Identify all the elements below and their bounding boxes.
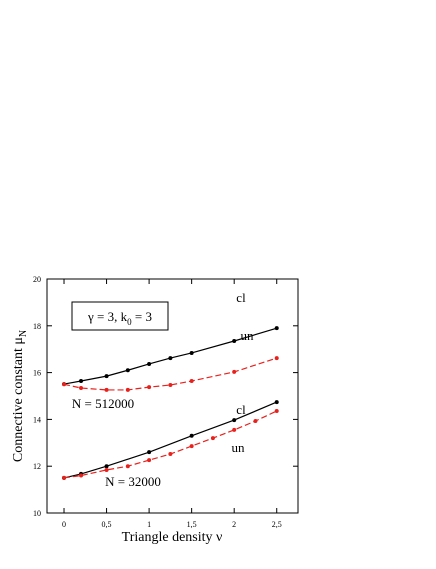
data-point — [125, 464, 130, 469]
data-point — [274, 400, 279, 405]
data-point — [79, 473, 84, 478]
data-point — [104, 387, 109, 392]
data-point — [189, 350, 194, 355]
y-label-sub: N — [18, 330, 29, 337]
data-point — [189, 433, 194, 438]
series-label: un — [241, 328, 255, 343]
y-tick-label: 16 — [33, 369, 41, 378]
series-label: un — [232, 440, 246, 455]
data-point — [147, 361, 152, 366]
data-point — [62, 382, 67, 387]
data-point — [168, 356, 173, 361]
series-label: cl — [236, 290, 246, 305]
data-point — [210, 436, 215, 441]
data-point — [79, 379, 84, 384]
data-point — [232, 418, 237, 423]
box-text: γ = 3, k0 = 3 — [87, 309, 152, 327]
y-tick-label: 10 — [33, 509, 41, 518]
data-point — [274, 326, 279, 331]
group-label: N = 32000 — [105, 474, 161, 489]
data-point — [147, 385, 152, 390]
y-axis-label: Connective constant μN — [11, 330, 29, 462]
data-point — [232, 427, 237, 432]
data-point — [189, 379, 194, 384]
data-point — [232, 369, 237, 374]
data-point — [125, 387, 130, 392]
group-label: N = 512000 — [72, 396, 134, 411]
data-point — [253, 419, 258, 424]
data-point — [147, 450, 152, 455]
x-tick-label: 0,5 — [102, 520, 112, 529]
data-point — [104, 464, 109, 469]
data-point — [189, 444, 194, 449]
annotation-box — [71, 301, 169, 331]
x-tick-label: 2,5 — [272, 520, 282, 529]
box-text-part: γ = 3, k — [87, 309, 128, 324]
data-point — [104, 467, 109, 472]
data-point — [274, 356, 279, 361]
y-tick-label: 12 — [33, 462, 41, 471]
plot-frame — [46, 278, 299, 514]
x-tick-label: 0 — [62, 520, 66, 529]
y-tick-label: 14 — [33, 415, 41, 424]
data-point — [147, 458, 152, 463]
y-tick-label: 18 — [33, 322, 41, 331]
data-point — [168, 452, 173, 457]
y-tick-label: 20 — [33, 275, 41, 284]
data-point — [125, 368, 130, 373]
data-point — [62, 475, 67, 480]
data-point — [79, 386, 84, 391]
series-label: cl — [236, 402, 246, 417]
box-text-part: = 3 — [132, 309, 152, 324]
x-tick-label: 1,5 — [187, 520, 197, 529]
box-text-sub: 0 — [127, 317, 132, 327]
x-axis-label: Triangle density ν — [122, 530, 223, 545]
data-point — [168, 383, 173, 388]
y-label-main: Connective constant μ — [11, 337, 26, 462]
x-tick-label: 2 — [232, 520, 236, 529]
data-point — [104, 374, 109, 379]
x-tick-label: 1 — [147, 520, 151, 529]
data-point — [274, 408, 279, 413]
data-point — [232, 339, 237, 344]
